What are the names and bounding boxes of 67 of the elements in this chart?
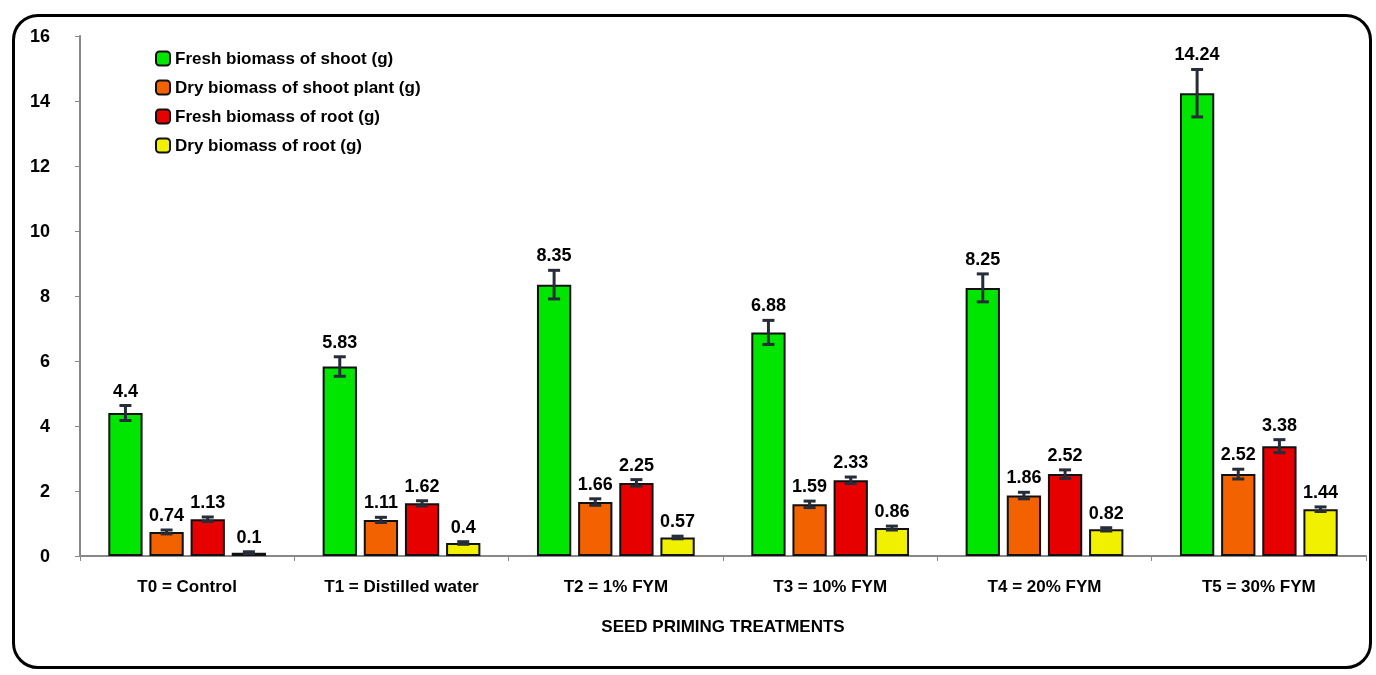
bar [660, 537, 695, 556]
legend-label: Fresh biomass of root (g) [175, 107, 380, 126]
bar [536, 284, 572, 556]
bar [965, 287, 1000, 556]
bar [1089, 529, 1124, 556]
data-label: 1.11 [363, 492, 398, 513]
x-axis-title: SEED PRIMING TREATMENTS [601, 617, 845, 636]
bar [190, 519, 225, 556]
legend-label: Dry biomass of root (g) [175, 136, 363, 155]
data-label: 0.74 [149, 505, 185, 525]
data-label: 2.52 [1220, 444, 1256, 465]
legend-label: Fresh biomass of shoot (g) [175, 49, 394, 68]
data-label: 2.52 [1047, 444, 1083, 465]
y-tick-label: 6 [39, 351, 50, 371]
bar [1179, 93, 1215, 556]
data-label: 1.44 [1303, 481, 1339, 502]
bar [404, 503, 440, 556]
y-tick-label: 14 [29, 91, 50, 111]
bar [792, 504, 827, 556]
bar [363, 519, 399, 556]
bar [751, 332, 786, 556]
bar [322, 366, 357, 556]
bar [1303, 509, 1338, 556]
y-tick-label: 16 [29, 26, 50, 46]
x-tick-label: T3 = 10% FYM [773, 577, 888, 596]
y-tick-label: 8 [39, 286, 50, 306]
data-label: 0.57 [660, 511, 696, 532]
data-label: 6.88 [750, 295, 786, 316]
x-tick-label: T2 = 1% FYM [563, 577, 669, 596]
bar [149, 531, 184, 556]
bar [874, 528, 910, 556]
data-label: 5.83 [322, 331, 358, 352]
y-tick-label: 0 [39, 546, 50, 566]
y-tick-label: 4 [39, 416, 50, 436]
data-label: 1.86 [1006, 467, 1042, 488]
data-label: 1.62 [404, 475, 440, 496]
x-tick-label: T1 = Distilled water [324, 577, 480, 596]
bar [578, 502, 613, 556]
data-label: 1.13 [190, 492, 226, 512]
data-label: 0.82 [1088, 502, 1124, 523]
y-tick-label: 10 [29, 221, 50, 241]
bar [833, 480, 868, 556]
data-label: 2.33 [833, 452, 869, 473]
data-label: 8.25 [965, 248, 1001, 269]
x-tick-label: T5 = 30% FYM [1201, 577, 1316, 596]
bar [1006, 495, 1042, 556]
data-label: 2.25 [618, 454, 654, 475]
x-tick-label: T0 = Control [137, 577, 237, 596]
data-label: 4.4 [112, 380, 138, 401]
bar [1262, 446, 1297, 556]
y-tick-label: 12 [29, 156, 50, 176]
bar [619, 482, 654, 556]
bar [108, 413, 143, 556]
bar [1221, 474, 1256, 556]
data-label: 3.38 [1261, 414, 1297, 435]
data-label: 1.66 [577, 473, 613, 494]
data-label: 8.35 [536, 245, 572, 266]
bar [1047, 474, 1083, 556]
data-label: 0.4 [450, 516, 476, 537]
data-label: 0.1 [236, 526, 262, 547]
y-tick-label: 2 [39, 481, 50, 501]
x-tick-label: T4 = 20% FYM [987, 577, 1102, 596]
data-label: 0.86 [874, 501, 910, 522]
bar [446, 543, 481, 556]
data-label: 14.24 [1174, 44, 1220, 65]
legend-label: Dry biomass of shoot plant (g) [175, 78, 421, 97]
data-label: 1.59 [792, 476, 828, 497]
